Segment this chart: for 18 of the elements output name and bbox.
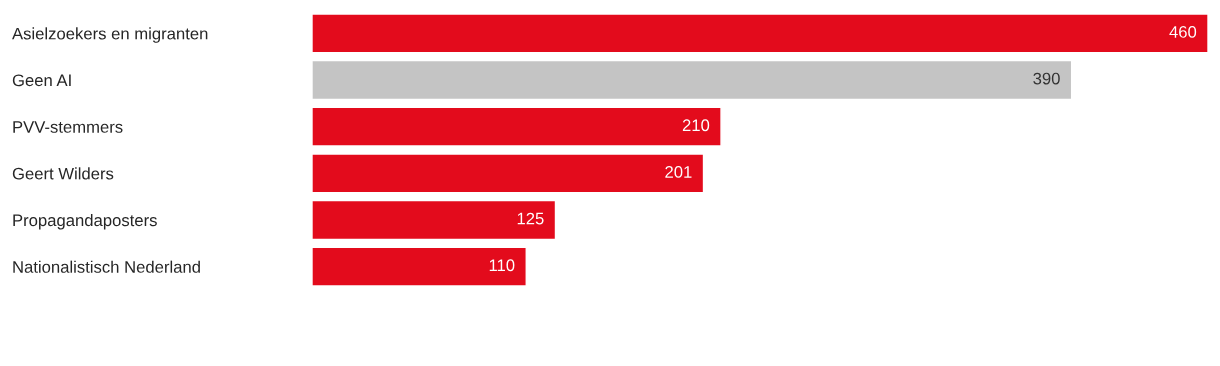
y-tick-label: Propagandaposters [13, 213, 157, 230]
bar [312, 59, 1073, 101]
bar [312, 153, 705, 194]
y-tick-label: Nationalistisch Nederland [13, 260, 200, 273]
bar [312, 13, 1208, 54]
y-tick-label: Geert Wilders [12, 167, 114, 180]
data-label: 201 [665, 166, 692, 178]
bar [312, 246, 527, 287]
data-label: 460 [1169, 26, 1197, 38]
bar [312, 106, 722, 147]
data-label: 210 [682, 119, 710, 132]
bar [312, 199, 557, 241]
data-label: 125 [517, 212, 544, 225]
data-label: 110 [489, 259, 515, 272]
data-label: 390 [1033, 72, 1060, 85]
y-tick-label: Asielzoekers en migranten [12, 27, 208, 43]
y-tick-label: PVV-stemmers [13, 121, 123, 133]
y-tick-label: Geen AI [12, 74, 71, 87]
